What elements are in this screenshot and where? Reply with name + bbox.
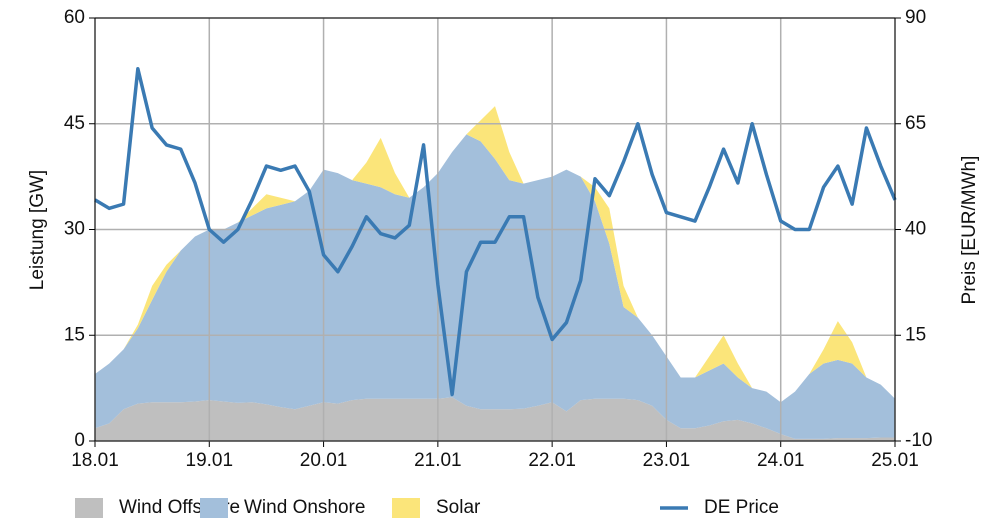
x-tick-label: 24.01	[757, 450, 805, 471]
x-tick-label: 21.01	[414, 450, 462, 471]
y2-tick-label: 90	[905, 7, 926, 28]
x-tick-label: 20.01	[300, 450, 348, 471]
legend-label: Solar	[436, 497, 481, 518]
legend-swatch	[75, 498, 103, 518]
y-tick-label: 15	[64, 324, 85, 345]
x-tick-label: 25.01	[871, 450, 919, 471]
y-tick-label: 60	[64, 7, 85, 28]
area	[95, 134, 895, 439]
y-tick-label: 0	[74, 430, 85, 451]
y2-axis-label: Preis [EUR/MWh]	[959, 156, 980, 305]
y2-tick-label: 65	[905, 113, 926, 134]
legend-label: Wind Onshore	[244, 497, 365, 518]
plot-frame	[94, 17, 896, 442]
legend-label: DE Price	[704, 497, 779, 518]
x-tick-label: 19.01	[186, 450, 234, 471]
y-axis-label: Leistung [GW]	[27, 170, 48, 290]
line	[94, 67, 897, 397]
area	[95, 397, 895, 441]
legend-swatch	[200, 498, 228, 518]
x-tick-label: 18.01	[71, 450, 119, 471]
y2-tick-label: 40	[905, 219, 926, 240]
y2-tick-label: 15	[905, 324, 926, 345]
legend-swatch	[392, 498, 420, 518]
y-tick-label: 45	[64, 113, 85, 134]
y2-tick-label: -10	[905, 430, 932, 451]
y-tick-label: 30	[64, 219, 85, 240]
x-tick-label: 22.01	[528, 450, 576, 471]
x-tick-label: 23.01	[643, 450, 691, 471]
